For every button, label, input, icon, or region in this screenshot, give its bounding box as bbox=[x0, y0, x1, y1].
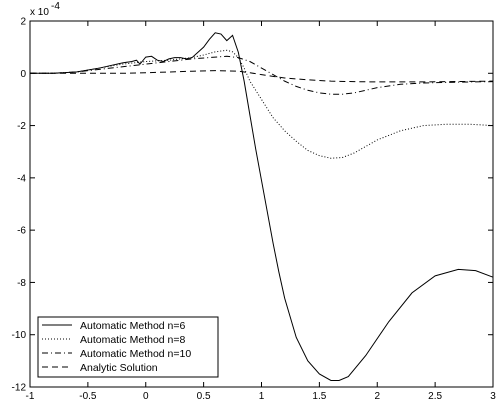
x-tick-label: 3 bbox=[490, 391, 496, 402]
y-tick-label: -4 bbox=[17, 173, 26, 184]
y-tick-label: -8 bbox=[17, 278, 26, 289]
series-line-4 bbox=[30, 70, 494, 83]
x-tick-label: -1 bbox=[26, 391, 35, 402]
x-tick-label: 1.5 bbox=[312, 391, 326, 402]
legend-label-4: Analytic Solution bbox=[80, 362, 158, 374]
y-tick-label: -10 bbox=[12, 330, 27, 341]
series-line-1 bbox=[30, 32, 494, 381]
y-tick-label: -12 bbox=[12, 383, 27, 394]
x-tick-label: -0.5 bbox=[79, 391, 97, 402]
y-tick-label: -6 bbox=[17, 226, 26, 237]
legend: Automatic Method n=6 Automatic Method n=8… bbox=[37, 316, 219, 378]
ticks-layer: -1 -0.5 0 0.5 1 1.5 2 2.5 3 -12 -10 -8 -6 -4 -2 0 2 bbox=[12, 17, 496, 403]
x-tick-label: 0.5 bbox=[197, 391, 211, 402]
x-tick-label: 2 bbox=[374, 391, 380, 402]
y-tick-label: -2 bbox=[17, 121, 26, 132]
x-tick-label: 2.5 bbox=[428, 391, 442, 402]
y-tick-label: 2 bbox=[20, 17, 26, 28]
x-tick-label: 0 bbox=[143, 391, 149, 402]
y-multiplier-label: x 10 bbox=[30, 7, 49, 18]
series-line-2 bbox=[30, 49, 494, 159]
series-line-3 bbox=[30, 55, 494, 95]
series-layer bbox=[30, 32, 494, 381]
legend-entries: Automatic Method n=6 Automatic Method n=8… bbox=[42, 320, 191, 374]
y-multiplier-exponent: -4 bbox=[51, 1, 60, 12]
legend-label-1: Automatic Method n=6 bbox=[80, 320, 186, 332]
y-tick-label: 0 bbox=[20, 69, 26, 80]
legend-label-2: Automatic Method n=8 bbox=[80, 334, 186, 346]
x-tick-label: 1 bbox=[259, 391, 265, 402]
legend-label-3: Automatic Method n=10 bbox=[80, 348, 191, 360]
